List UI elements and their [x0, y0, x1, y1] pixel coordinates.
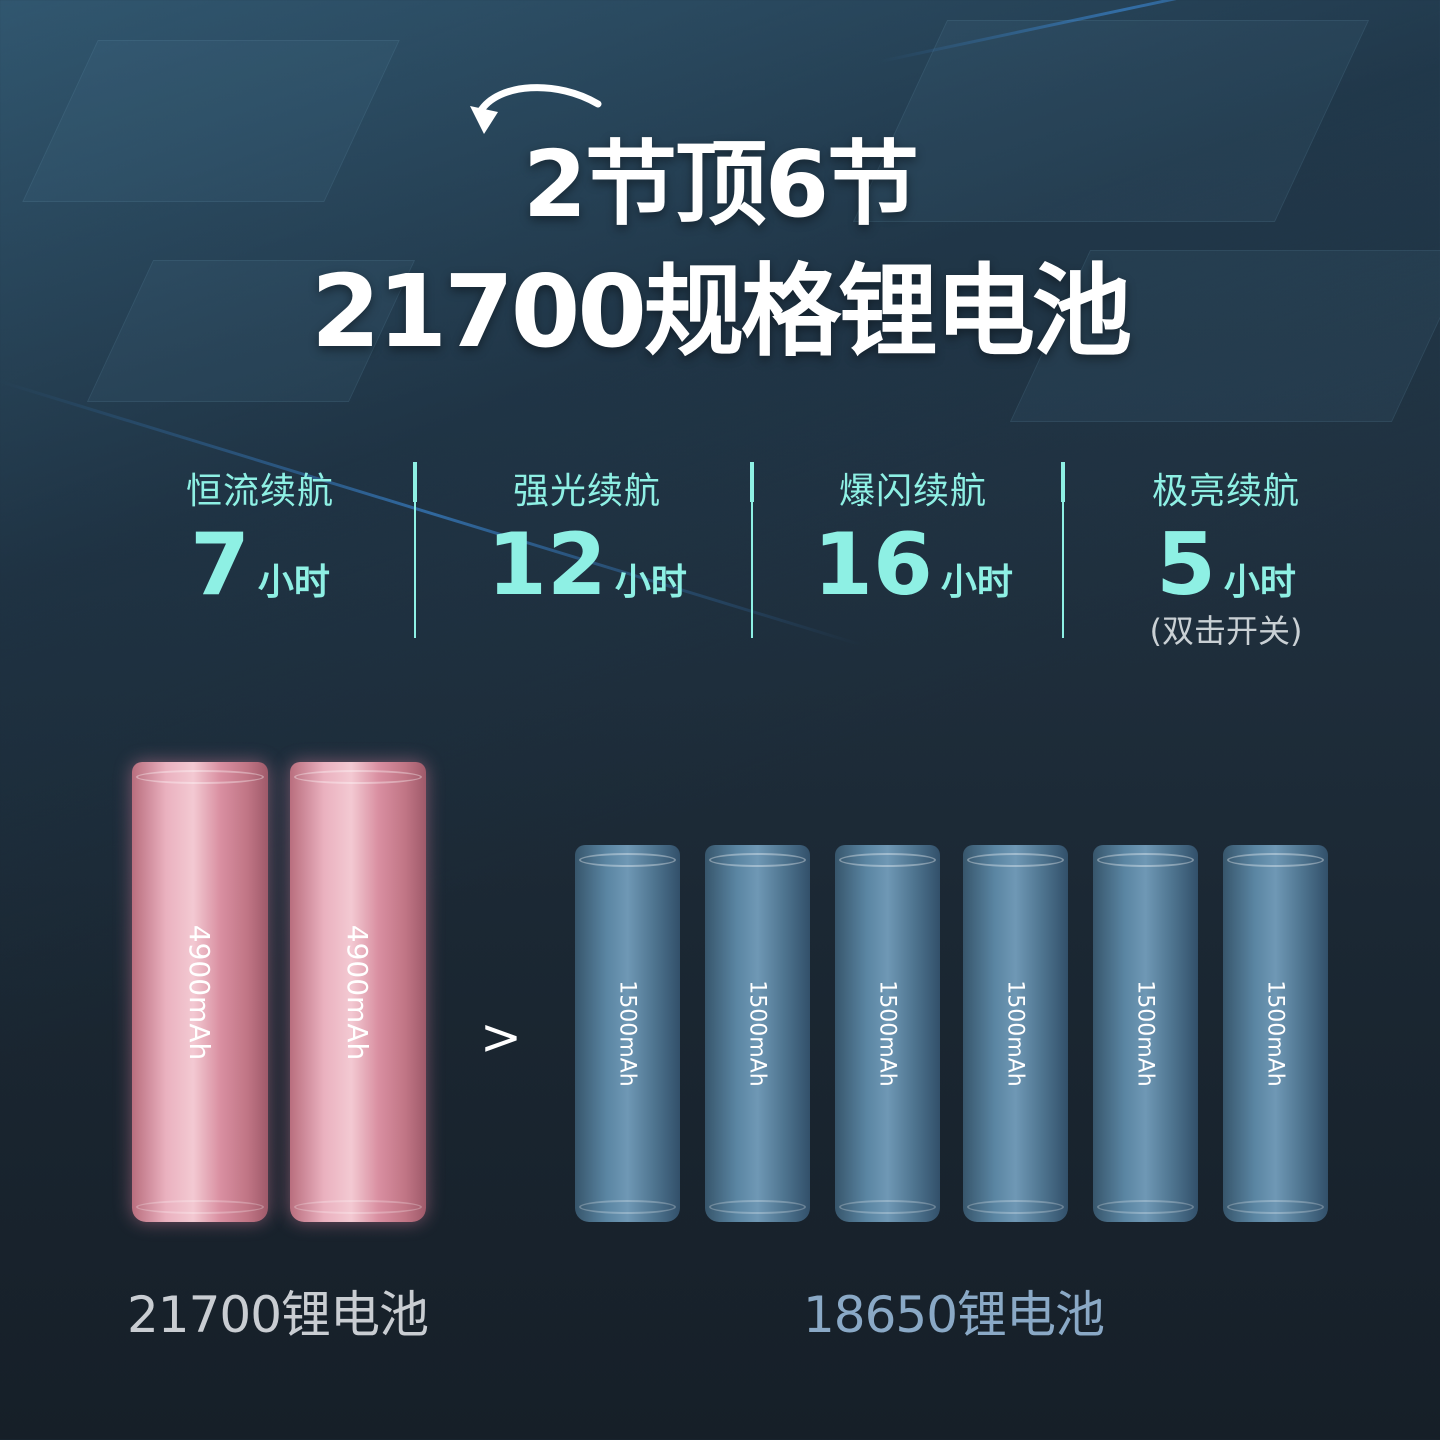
curved-arrow-icon	[470, 84, 602, 134]
divider	[1061, 462, 1065, 638]
battery-21700: 4900mAh	[290, 762, 426, 1222]
battery-capacity: 1500mAh	[1003, 980, 1029, 1087]
battery-21700: 4900mAh	[132, 762, 268, 1222]
stat-value: 16	[813, 515, 933, 615]
stat-strong: 强光续航 12 小时	[437, 462, 737, 610]
headline-line1: 2节顶6节	[522, 131, 919, 238]
stat-label: 恒流续航	[185, 471, 334, 512]
left-battery-label: 21700锂电池	[127, 1286, 429, 1344]
stat-unit: 小时	[1223, 562, 1296, 603]
stat-value: 7	[190, 515, 250, 615]
stat-label: 爆闪续航	[838, 471, 987, 512]
headline-line2: 21700规格锂电池	[311, 253, 1132, 370]
stat-unit: 小时	[257, 562, 330, 603]
stat-turbo: 极亮续航 5 小时 (双击开关)	[1076, 462, 1376, 652]
battery-18650: 1500mAh	[1093, 845, 1198, 1222]
stat-label: 强光续航	[512, 471, 661, 512]
battery-capacity: 1500mAh	[615, 980, 641, 1087]
battery-18650: 1500mAh	[575, 845, 680, 1222]
divider	[750, 462, 754, 638]
stat-label: 极亮续航	[1151, 471, 1300, 512]
battery-capacity: 4900mAh	[341, 924, 375, 1060]
battery-18650: 1500mAh	[835, 845, 940, 1222]
right-battery-label: 18650锂电池	[803, 1286, 1105, 1344]
stat-value: 5	[1156, 515, 1216, 615]
battery-capacity: 4900mAh	[183, 924, 217, 1060]
stat-note: (双击开关)	[1149, 612, 1303, 650]
stat-constant: 恒流续航 7 小时	[110, 462, 410, 610]
battery-capacity: 1500mAh	[1263, 980, 1289, 1087]
stat-unit: 小时	[940, 562, 1013, 603]
battery-18650: 1500mAh	[963, 845, 1068, 1222]
battery-capacity: 1500mAh	[875, 980, 901, 1087]
battery-capacity: 1500mAh	[745, 980, 771, 1087]
stat-unit: 小时	[614, 562, 687, 603]
stat-strobe: 爆闪续航 16 小时	[763, 462, 1063, 610]
battery-18650: 1500mAh	[705, 845, 810, 1222]
battery-capacity: 1500mAh	[1133, 980, 1159, 1087]
stat-value: 12	[487, 515, 607, 615]
greater-than-sign: >	[480, 1008, 522, 1066]
divider	[413, 462, 417, 638]
battery-18650: 1500mAh	[1223, 845, 1328, 1222]
